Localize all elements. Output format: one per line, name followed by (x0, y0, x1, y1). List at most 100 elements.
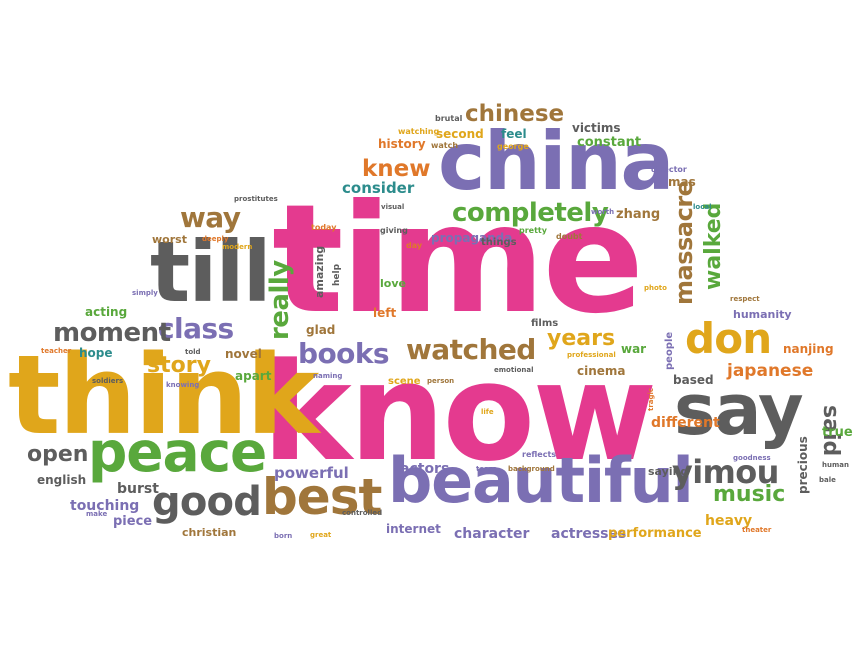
word-beautiful: beautiful (388, 444, 694, 517)
word-brutal: brutal (435, 114, 463, 123)
word-think: think (8, 331, 319, 459)
word-watching: watching (398, 127, 440, 136)
word-don: don (685, 314, 772, 363)
word-bale: bale (819, 476, 836, 484)
word-make: make (86, 510, 108, 518)
word-photo: photo (644, 284, 667, 292)
word-china: china (438, 115, 674, 208)
word-told: told (185, 348, 201, 356)
word-precious: precious (796, 436, 810, 494)
word-teacher: teacher (41, 347, 72, 355)
word-humanity: humanity (733, 308, 792, 321)
word-class: class (158, 312, 234, 345)
word-walked: walked (701, 202, 726, 290)
word-human: human (822, 461, 849, 469)
word-reflects: reflects (522, 450, 557, 459)
word-best: best (262, 468, 382, 526)
word-cinema: cinema (577, 364, 626, 378)
word-completely: completely (452, 198, 609, 228)
word-books: books (298, 337, 390, 370)
word-music: music (713, 482, 786, 507)
word-nanjing: nanjing (783, 342, 834, 356)
word-today: today (311, 223, 337, 232)
word-good: good (152, 479, 262, 525)
word-apart: apart (235, 369, 272, 383)
word-burst: burst (117, 481, 159, 497)
word-based: based (673, 373, 714, 387)
word-deeply: deeply (202, 235, 229, 243)
word-tragic: tragic (647, 387, 655, 411)
word-victims: victims (572, 121, 621, 135)
word-naming: naming (313, 372, 343, 380)
word-person: person (427, 377, 455, 385)
word-powerful: powerful (274, 464, 349, 482)
word-touching: touching (70, 498, 140, 514)
word-years: years (547, 326, 616, 351)
word-till: till (150, 223, 272, 321)
word-yimou: yimou (672, 453, 779, 491)
word-director: director (651, 165, 687, 174)
word-heavy: heavy (705, 513, 753, 529)
word-character: character (454, 526, 530, 542)
word-help: help (332, 263, 342, 286)
word-true: true (822, 425, 853, 440)
word-time: time (272, 173, 644, 347)
word-history: history (378, 137, 426, 151)
word-scene: scene (388, 376, 421, 387)
word-visual: visual (381, 203, 405, 211)
word-pretty: pretty (519, 226, 547, 235)
word-watch: watch (431, 141, 459, 150)
word-knew: knew (362, 156, 431, 182)
word-day: day (406, 241, 423, 250)
word-background: background (508, 465, 555, 473)
word-modern: modern (222, 243, 253, 251)
word-emotional: emotional (494, 366, 534, 374)
word-novel: novel (225, 347, 262, 361)
word-simply: simply (132, 289, 158, 297)
word-actresses: actresses (551, 526, 627, 542)
word-knowing: knowing (166, 381, 200, 389)
word-life: life (481, 408, 494, 416)
word-peace: peace (88, 420, 267, 484)
word-actors: actors (400, 461, 450, 477)
word-massacre: massacre (670, 180, 698, 305)
word-really: really (265, 260, 295, 340)
word-doubt: doubt (556, 232, 583, 241)
word-way: way (180, 201, 241, 234)
word-feel: feel (501, 127, 527, 141)
word-films: films (531, 318, 559, 329)
word-know: know (262, 334, 657, 491)
word-acting: acting (85, 305, 128, 319)
word-piece: piece (113, 514, 153, 529)
word-amazing: amazing (313, 245, 326, 298)
word-prostitutes: prostitutes (234, 195, 278, 203)
word-things: things (481, 237, 517, 248)
word-japanese: japanese (727, 361, 814, 381)
word-second: second (436, 127, 484, 141)
word-christian: christian (182, 526, 237, 539)
word-propaganda: propaganda (431, 231, 513, 245)
word-love: love (380, 277, 406, 290)
word-born: born (274, 532, 293, 540)
word-performance: performance (608, 526, 702, 541)
word-consider: consider (342, 179, 415, 197)
word-left: left (373, 306, 397, 320)
word-tears: tears (476, 465, 497, 473)
word-watched: watched (406, 333, 536, 366)
word-open: open (27, 442, 89, 467)
word-respect: respect (730, 295, 760, 303)
word-local: local (693, 203, 712, 211)
word-different: different (651, 415, 720, 431)
word-great: great (310, 531, 332, 539)
word-hope: hope (79, 346, 113, 360)
word-giving: giving (380, 226, 408, 235)
word-chinese: chinese (465, 101, 565, 127)
word-george: george (497, 142, 529, 151)
word-story: story (147, 353, 211, 378)
word-professional: professional (567, 351, 616, 359)
word-worst: worst (152, 233, 187, 246)
word-soldiers: soldiers (92, 377, 124, 385)
word-mas: mas (668, 175, 696, 189)
word-worth: worth (591, 208, 615, 216)
